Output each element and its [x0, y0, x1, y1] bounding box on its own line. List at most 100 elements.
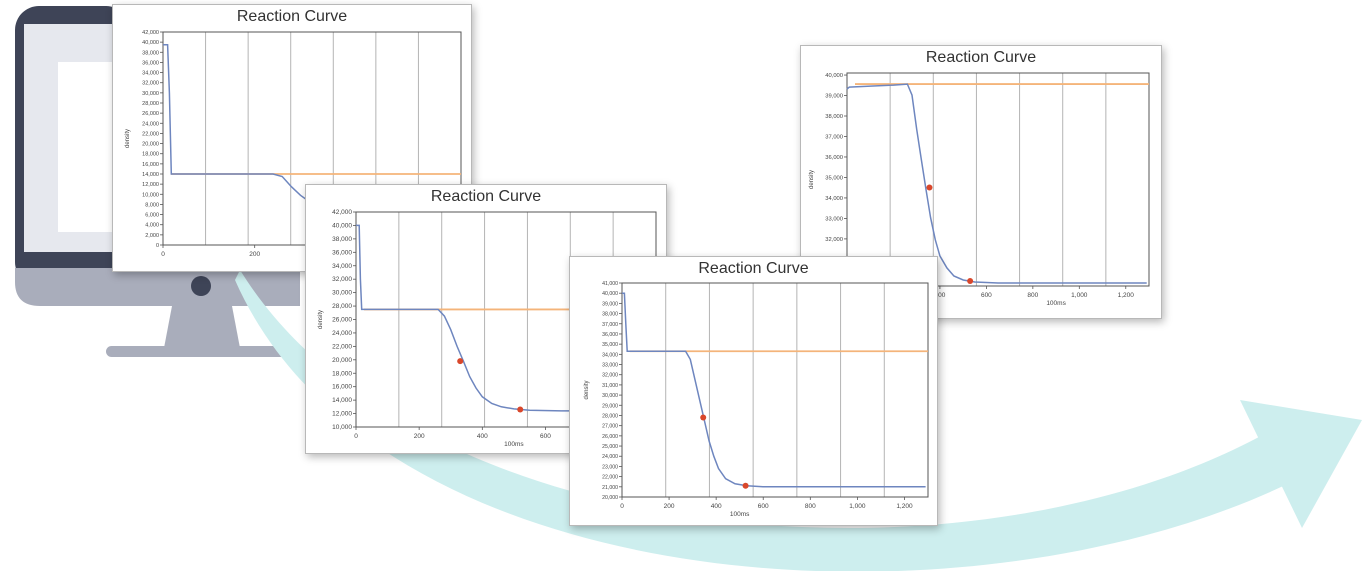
- y-tick-label: 32,000: [602, 373, 618, 379]
- y-tick-label: 18,000: [142, 152, 159, 158]
- y-tick-label: 20,000: [602, 495, 618, 501]
- y-tick-label: 12,000: [332, 411, 352, 418]
- x-tick-label: 0: [161, 251, 165, 258]
- y-axis-label: density: [318, 310, 324, 329]
- y-tick-label: 34,000: [825, 196, 843, 202]
- power-button-icon: [191, 276, 211, 296]
- y-tick-label: 14,000: [332, 397, 352, 404]
- x-tick-label: 1,200: [1118, 292, 1135, 299]
- y-tick-label: 26,000: [332, 317, 352, 324]
- y-tick-label: 36,000: [602, 332, 618, 338]
- arrow-band: [235, 270, 1315, 571]
- x-tick-label: 200: [664, 503, 675, 510]
- monitor-window: [58, 62, 122, 232]
- y-axis-label: density: [125, 129, 131, 148]
- x-axis-label: 100ms: [1046, 300, 1066, 307]
- x-tick-label: 1,200: [896, 503, 913, 510]
- x-tick-label: 600: [981, 292, 992, 299]
- y-tick-label: 2,000: [145, 233, 159, 239]
- y-tick-label: 32,000: [142, 81, 159, 87]
- data-marker: [742, 482, 749, 489]
- y-tick-label: 22,000: [332, 343, 352, 350]
- data-marker: [517, 406, 524, 413]
- y-tick-label: 26,000: [142, 111, 159, 117]
- y-tick-label: 42,000: [332, 209, 352, 216]
- y-tick-label: 36,000: [332, 249, 352, 256]
- y-tick-label: 36,000: [825, 155, 843, 161]
- monitor-chin: [15, 268, 300, 306]
- y-tick-label: 27,000: [602, 424, 618, 430]
- y-tick-label: 30,000: [332, 290, 352, 297]
- y-tick-label: 30,000: [602, 393, 618, 399]
- y-tick-label: 40,000: [332, 222, 352, 229]
- x-tick-label: 1,000: [1071, 292, 1088, 299]
- y-tick-label: 29,000: [602, 403, 618, 409]
- y-tick-label: 28,000: [602, 413, 618, 419]
- y-tick-label: 12,000: [142, 182, 159, 188]
- y-tick-label: 22,000: [142, 131, 159, 137]
- y-tick-label: 39,000: [825, 94, 843, 100]
- y-tick-label: 20,000: [332, 357, 352, 364]
- arrow-head: [1240, 400, 1362, 528]
- y-tick-label: 18,000: [332, 370, 352, 377]
- y-tick-label: 4,000: [145, 223, 159, 229]
- chart-panel-3: 20,000 21,000 22,000 23,000 24,000 25,000 26,0…: [569, 256, 938, 526]
- y-tick-label: 38,000: [602, 312, 618, 318]
- y-tick-label: 26,000: [602, 434, 618, 440]
- y-tick-label: 30,000: [142, 91, 159, 97]
- y-tick-label: 28,000: [332, 303, 352, 310]
- monitor-base: [106, 346, 296, 357]
- data-marker: [967, 277, 974, 284]
- y-tick-label: 39,000: [602, 301, 618, 307]
- y-tick-label: 34,000: [602, 352, 618, 358]
- y-tick-label: 8,000: [145, 202, 159, 208]
- y-tick-label: 38,000: [825, 114, 843, 120]
- y-tick-label: 14,000: [142, 172, 159, 178]
- x-tick-label: 400: [477, 433, 488, 440]
- x-tick-label: 1,000: [849, 503, 866, 510]
- y-tick-label: 24,000: [602, 454, 618, 460]
- x-tick-label: 400: [934, 292, 945, 299]
- y-tick-label: 16,000: [142, 162, 159, 168]
- x-tick-label: 0: [354, 433, 358, 440]
- series-line: [356, 224, 656, 412]
- plot-frame: [846, 72, 1150, 287]
- chart-title: Reaction Curve: [430, 188, 542, 205]
- y-axis-label: density: [584, 380, 590, 399]
- chart-title: Reaction Curve: [925, 49, 1037, 66]
- y-tick-label: 42,000: [142, 30, 159, 36]
- x-tick-label: 600: [758, 503, 769, 510]
- monitor-icon: [15, 6, 300, 357]
- chart-panel-1: 0 2,000 4,000 6,000 8,000 10,000 12,000 14,000 1…: [112, 4, 472, 272]
- data-marker: [700, 414, 707, 421]
- y-tick-label: 37,000: [825, 134, 843, 140]
- series-line: [846, 83, 1147, 284]
- chart-title: Reaction Curve: [236, 8, 348, 25]
- y-tick-label: 6,000: [145, 213, 159, 219]
- plot-frame: [621, 282, 929, 498]
- y-tick-label: 24,000: [142, 121, 159, 127]
- series-line: [622, 292, 926, 488]
- y-tick-label: 23,000: [602, 464, 618, 470]
- x-tick-label: 200: [414, 433, 425, 440]
- y-tick-label: 20,000: [142, 142, 159, 148]
- y-tick-label: 36,000: [142, 60, 159, 66]
- y-tick-label: 38,000: [332, 236, 352, 243]
- y-tick-label: 40,000: [142, 40, 159, 46]
- y-tick-label: 35,000: [602, 342, 618, 348]
- y-tick-label: 40,000: [825, 73, 843, 79]
- y-tick-label: 16,000: [332, 384, 352, 391]
- y-tick-label: 25,000: [602, 444, 618, 450]
- chart-svg-3: 20,000 21,000 22,000 23,000 24,000 25,000 26,0…: [584, 281, 929, 518]
- x-tick-label: 600: [540, 433, 551, 440]
- y-tick-label: 37,000: [602, 322, 618, 328]
- y-tick-label: 10,000: [332, 424, 352, 431]
- y-tick-label: 28,000: [142, 101, 159, 107]
- x-tick-label: 400: [711, 503, 722, 510]
- monitor-stand: [164, 306, 240, 348]
- y-tick-label: 34,000: [142, 71, 159, 77]
- arrow-icon: [235, 270, 1362, 571]
- y-tick-label: 34,000: [332, 263, 352, 270]
